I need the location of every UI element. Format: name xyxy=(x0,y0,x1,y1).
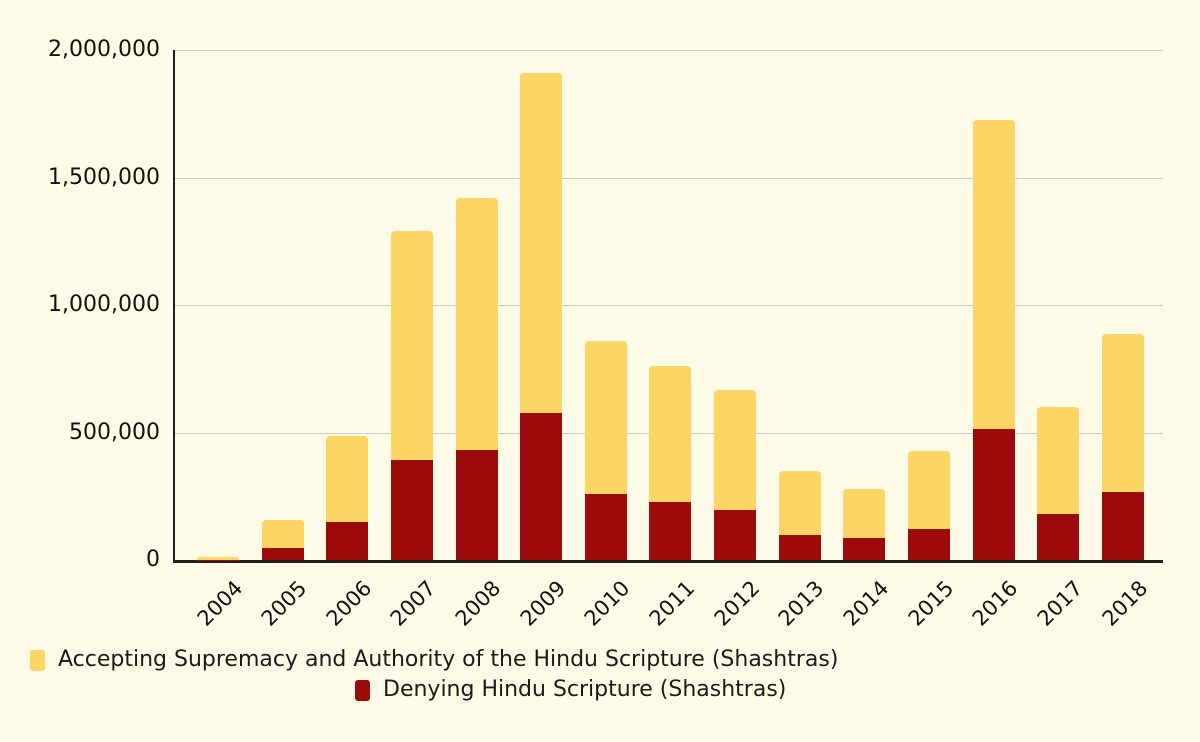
gridline-1500000 xyxy=(175,177,1163,179)
y-tick-label-500000: 500,000 xyxy=(69,419,160,445)
bar-segment-denying-2009 xyxy=(520,413,563,560)
x-tick-label-2011: 2011 xyxy=(644,576,700,631)
bar-segment-denying-2013 xyxy=(778,534,821,560)
y-tick-label-1500000: 1,500,000 xyxy=(48,164,160,190)
bar-segment-denying-2008 xyxy=(455,450,498,560)
gridline-1000000 xyxy=(175,305,1163,306)
x-tick-label-2008: 2008 xyxy=(450,576,506,631)
x-tick-label-2015: 2015 xyxy=(903,576,959,631)
bar-segment-accepting-2013 xyxy=(778,470,821,535)
gridline-2000000 xyxy=(175,50,1163,51)
legend-label-accepting: Accepting Supremacy and Authority of the… xyxy=(58,647,839,672)
bar-segment-denying-2015 xyxy=(908,528,951,560)
bar-segment-denying-2016 xyxy=(972,429,1015,560)
x-tick-label-2007: 2007 xyxy=(386,576,441,631)
y-tick-label-1000000: 1,000,000 xyxy=(48,292,160,317)
x-tick-label-2010: 2010 xyxy=(580,576,635,631)
denying-series-swatch-icon xyxy=(355,679,370,701)
bar-segment-accepting-2006 xyxy=(326,435,369,523)
bar-segment-denying-2006 xyxy=(326,522,369,560)
bar-segment-denying-2010 xyxy=(584,494,627,560)
y-tick-label-2000000: 2,000,000 xyxy=(48,37,160,62)
bar-segment-denying-2011 xyxy=(649,502,692,560)
bar-segment-accepting-2011 xyxy=(649,365,692,503)
bar-segment-denying-2007 xyxy=(390,459,433,560)
bar-segment-denying-2017 xyxy=(1037,514,1080,560)
bar-segment-accepting-2008 xyxy=(455,197,498,451)
bar-segment-denying-2012 xyxy=(714,510,757,560)
y-tick-label-0: 0 xyxy=(146,547,160,572)
x-tick-label-2017: 2017 xyxy=(1032,576,1088,631)
bar-segment-accepting-2012 xyxy=(714,389,757,511)
x-tick-label-2013: 2013 xyxy=(773,576,829,631)
x-tick-label-2014: 2014 xyxy=(838,576,894,631)
bar-segment-accepting-2007 xyxy=(390,231,433,460)
bar-segment-accepting-2016 xyxy=(972,120,1015,430)
bar-segment-accepting-2004 xyxy=(197,556,239,560)
bar-segment-accepting-2018 xyxy=(1101,334,1144,493)
bar-segment-accepting-2010 xyxy=(584,340,627,495)
x-tick-label-2012: 2012 xyxy=(709,576,765,631)
bar-segment-accepting-2015 xyxy=(908,450,951,529)
bar-segment-accepting-2014 xyxy=(843,488,886,538)
legend-item-denying: Denying Hindu Scripture (Shashtras) xyxy=(355,677,786,703)
x-tick-label-2004: 2004 xyxy=(192,576,247,631)
bar-segment-accepting-2009 xyxy=(520,73,563,414)
bar-segment-denying-2005 xyxy=(261,547,304,560)
bar-segment-denying-2014 xyxy=(843,537,886,560)
bar-segment-accepting-2017 xyxy=(1037,407,1080,515)
legend-item-accepting: Accepting Supremacy and Authority of the… xyxy=(30,647,838,673)
x-tick-label-2009: 2009 xyxy=(515,576,571,631)
x-tick-label-2016: 2016 xyxy=(967,576,1023,631)
x-tick-label-2005: 2005 xyxy=(256,576,312,631)
bar-segment-accepting-2005 xyxy=(261,519,304,548)
x-tick-label-2018: 2018 xyxy=(1097,576,1152,631)
bar-segment-denying-2018 xyxy=(1101,492,1144,560)
plot-area xyxy=(173,50,1163,563)
legend-label-denying: Denying Hindu Scripture (Shashtras) xyxy=(383,677,787,702)
x-tick-label-2006: 2006 xyxy=(321,576,377,631)
accepting-series-swatch-icon xyxy=(30,649,45,671)
bar-segment-denying-2004 xyxy=(197,559,239,560)
